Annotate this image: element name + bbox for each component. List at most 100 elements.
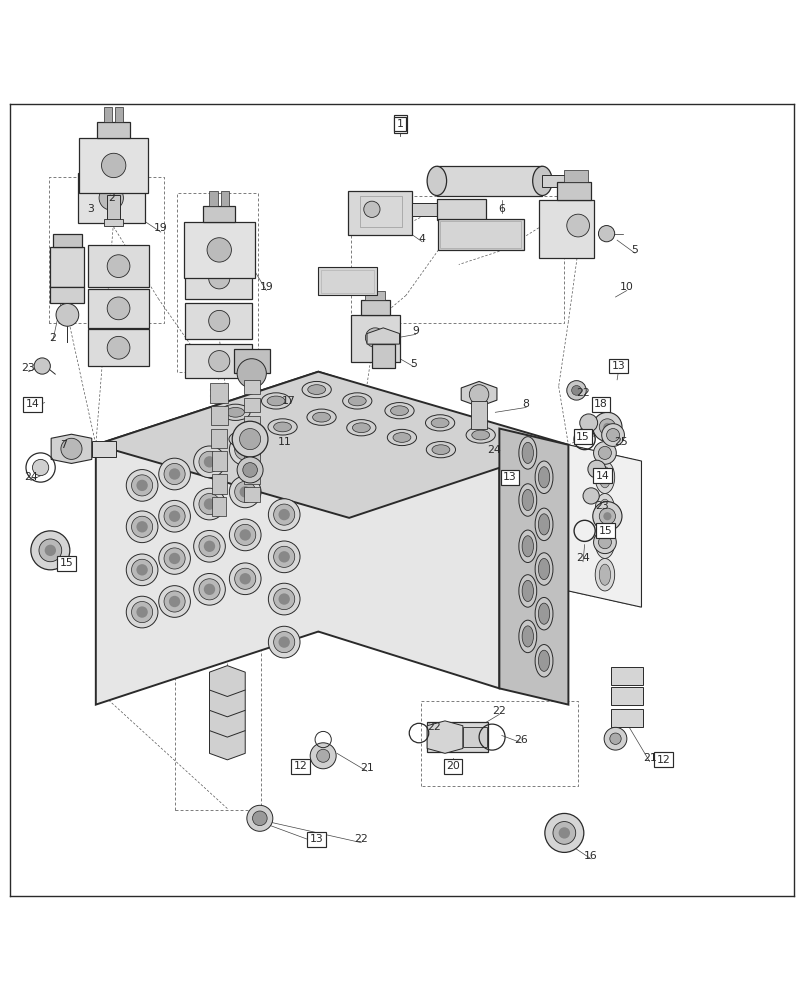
Ellipse shape — [599, 467, 610, 488]
Ellipse shape — [521, 580, 533, 601]
Circle shape — [158, 458, 190, 490]
Ellipse shape — [302, 381, 331, 398]
Bar — [212, 497, 225, 516]
Ellipse shape — [234, 434, 252, 444]
Circle shape — [268, 583, 299, 615]
Ellipse shape — [267, 396, 285, 406]
Circle shape — [34, 358, 50, 374]
Bar — [50, 247, 84, 287]
Circle shape — [229, 519, 261, 551]
Circle shape — [582, 488, 599, 504]
Circle shape — [571, 386, 581, 395]
Text: 17: 17 — [281, 396, 294, 406]
Ellipse shape — [307, 409, 336, 425]
Circle shape — [598, 226, 614, 242]
Ellipse shape — [538, 650, 549, 671]
Circle shape — [316, 749, 329, 762]
Bar — [563, 170, 587, 182]
Bar — [113, 142, 121, 157]
Circle shape — [99, 186, 123, 210]
Circle shape — [229, 434, 261, 465]
Circle shape — [363, 201, 380, 217]
Text: 24: 24 — [576, 553, 589, 563]
Circle shape — [603, 423, 611, 431]
Polygon shape — [427, 721, 462, 753]
Circle shape — [158, 500, 190, 532]
Circle shape — [204, 456, 215, 468]
Circle shape — [199, 494, 220, 515]
Text: 8: 8 — [522, 399, 529, 409]
Ellipse shape — [307, 385, 325, 394]
Polygon shape — [209, 724, 245, 760]
Bar — [221, 191, 229, 206]
Bar — [556, 182, 590, 200]
Circle shape — [229, 563, 261, 595]
Ellipse shape — [532, 166, 551, 196]
Ellipse shape — [594, 526, 614, 558]
Ellipse shape — [594, 461, 614, 494]
Circle shape — [208, 268, 230, 289]
Circle shape — [268, 626, 299, 658]
Circle shape — [598, 536, 611, 549]
Circle shape — [131, 559, 152, 580]
Ellipse shape — [538, 603, 549, 624]
Text: 19: 19 — [154, 223, 167, 233]
Text: 5: 5 — [410, 359, 417, 369]
Text: 14: 14 — [26, 399, 39, 409]
Bar — [88, 329, 148, 366]
Bar — [209, 191, 217, 206]
Ellipse shape — [261, 393, 290, 409]
Bar — [107, 195, 120, 221]
Circle shape — [208, 310, 230, 332]
Ellipse shape — [518, 575, 536, 607]
Ellipse shape — [471, 430, 489, 440]
Circle shape — [544, 813, 583, 852]
Text: 7: 7 — [60, 440, 67, 450]
Circle shape — [61, 438, 82, 459]
Text: 13: 13 — [611, 361, 624, 371]
Text: 5: 5 — [631, 245, 637, 255]
Circle shape — [204, 584, 215, 595]
Circle shape — [242, 463, 257, 477]
Circle shape — [164, 506, 185, 527]
Text: 22: 22 — [427, 722, 440, 732]
Ellipse shape — [518, 484, 536, 516]
Circle shape — [234, 568, 255, 589]
Circle shape — [552, 822, 575, 844]
Ellipse shape — [534, 553, 552, 585]
Circle shape — [193, 488, 225, 520]
Ellipse shape — [518, 437, 536, 469]
Text: 1: 1 — [396, 118, 404, 131]
Circle shape — [603, 512, 611, 520]
Bar — [104, 107, 112, 122]
Circle shape — [107, 255, 130, 278]
Text: 13: 13 — [503, 472, 516, 482]
Text: 11: 11 — [277, 437, 290, 447]
Ellipse shape — [431, 445, 449, 455]
Circle shape — [278, 551, 290, 563]
Polygon shape — [568, 445, 641, 607]
Circle shape — [234, 524, 255, 545]
Bar — [88, 289, 148, 328]
Ellipse shape — [273, 422, 291, 432]
Circle shape — [234, 481, 255, 502]
Circle shape — [158, 586, 190, 617]
Bar — [185, 303, 251, 339]
Bar — [462, 727, 487, 747]
Bar — [243, 398, 260, 412]
Circle shape — [278, 593, 290, 605]
Ellipse shape — [352, 423, 370, 433]
Circle shape — [169, 468, 180, 480]
Bar — [359, 196, 401, 227]
Bar — [436, 199, 485, 220]
Bar — [243, 433, 260, 448]
Bar — [53, 234, 82, 247]
Bar — [211, 451, 226, 471]
Text: 10: 10 — [619, 282, 633, 292]
Bar — [101, 142, 109, 157]
Circle shape — [273, 632, 294, 653]
Circle shape — [273, 589, 294, 610]
Polygon shape — [209, 704, 245, 737]
Circle shape — [229, 476, 261, 508]
Circle shape — [204, 541, 215, 552]
